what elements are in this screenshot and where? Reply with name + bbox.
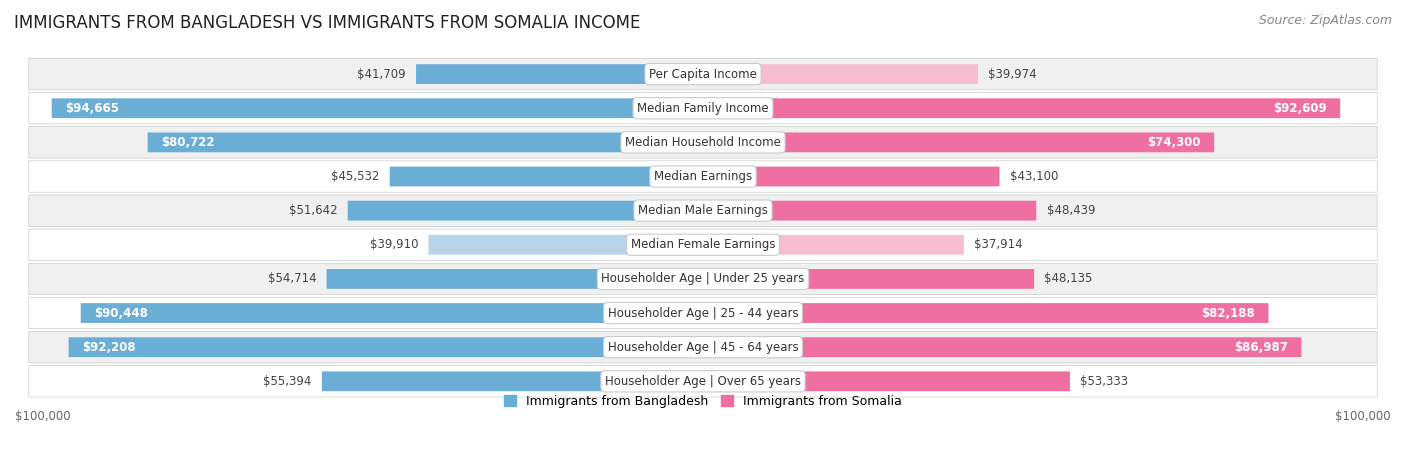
Text: Householder Age | Over 65 years: Householder Age | Over 65 years — [605, 375, 801, 388]
Text: $48,439: $48,439 — [1046, 204, 1095, 217]
Text: $82,188: $82,188 — [1201, 306, 1254, 319]
FancyBboxPatch shape — [703, 99, 1340, 118]
Text: $74,300: $74,300 — [1147, 136, 1201, 149]
Text: Householder Age | 45 - 64 years: Householder Age | 45 - 64 years — [607, 341, 799, 354]
Text: $100,000: $100,000 — [15, 410, 70, 424]
FancyBboxPatch shape — [28, 263, 1378, 295]
FancyBboxPatch shape — [322, 371, 703, 391]
FancyBboxPatch shape — [28, 127, 1378, 158]
FancyBboxPatch shape — [703, 133, 1215, 152]
FancyBboxPatch shape — [28, 58, 1378, 90]
FancyBboxPatch shape — [28, 332, 1378, 363]
FancyBboxPatch shape — [28, 366, 1378, 397]
Text: $45,532: $45,532 — [330, 170, 380, 183]
Text: Source: ZipAtlas.com: Source: ZipAtlas.com — [1258, 14, 1392, 27]
FancyBboxPatch shape — [28, 195, 1378, 226]
Text: Median Male Earnings: Median Male Earnings — [638, 204, 768, 217]
FancyBboxPatch shape — [28, 92, 1378, 124]
Text: Median Family Income: Median Family Income — [637, 102, 769, 115]
FancyBboxPatch shape — [416, 64, 703, 84]
Text: $80,722: $80,722 — [162, 136, 215, 149]
Text: $39,974: $39,974 — [988, 68, 1038, 81]
Text: $48,135: $48,135 — [1045, 272, 1092, 285]
FancyBboxPatch shape — [703, 337, 1302, 357]
Text: Per Capita Income: Per Capita Income — [650, 68, 756, 81]
FancyBboxPatch shape — [28, 229, 1378, 261]
Text: $100,000: $100,000 — [1336, 410, 1391, 424]
FancyBboxPatch shape — [389, 167, 703, 186]
Text: Median Earnings: Median Earnings — [654, 170, 752, 183]
Text: $86,987: $86,987 — [1234, 341, 1288, 354]
Text: $54,714: $54,714 — [267, 272, 316, 285]
Text: Median Household Income: Median Household Income — [626, 136, 780, 149]
Text: IMMIGRANTS FROM BANGLADESH VS IMMIGRANTS FROM SOMALIA INCOME: IMMIGRANTS FROM BANGLADESH VS IMMIGRANTS… — [14, 14, 641, 32]
Text: $41,709: $41,709 — [357, 68, 406, 81]
Text: $53,333: $53,333 — [1080, 375, 1129, 388]
FancyBboxPatch shape — [28, 297, 1378, 329]
FancyBboxPatch shape — [80, 303, 703, 323]
Text: $43,100: $43,100 — [1010, 170, 1059, 183]
Text: $92,208: $92,208 — [83, 341, 136, 354]
FancyBboxPatch shape — [69, 337, 703, 357]
FancyBboxPatch shape — [28, 161, 1378, 192]
Text: Householder Age | Under 25 years: Householder Age | Under 25 years — [602, 272, 804, 285]
Text: Median Female Earnings: Median Female Earnings — [631, 238, 775, 251]
FancyBboxPatch shape — [703, 201, 1036, 220]
FancyBboxPatch shape — [326, 269, 703, 289]
Text: $55,394: $55,394 — [263, 375, 312, 388]
FancyBboxPatch shape — [52, 99, 703, 118]
Text: Householder Age | 25 - 44 years: Householder Age | 25 - 44 years — [607, 306, 799, 319]
Text: $51,642: $51,642 — [288, 204, 337, 217]
Text: $94,665: $94,665 — [66, 102, 120, 115]
FancyBboxPatch shape — [703, 371, 1070, 391]
FancyBboxPatch shape — [429, 235, 703, 255]
FancyBboxPatch shape — [703, 64, 979, 84]
Text: $39,910: $39,910 — [370, 238, 418, 251]
FancyBboxPatch shape — [703, 235, 965, 255]
Text: $92,609: $92,609 — [1272, 102, 1326, 115]
Text: $37,914: $37,914 — [974, 238, 1022, 251]
FancyBboxPatch shape — [703, 269, 1035, 289]
FancyBboxPatch shape — [347, 201, 703, 220]
Text: $90,448: $90,448 — [94, 306, 149, 319]
FancyBboxPatch shape — [703, 303, 1268, 323]
FancyBboxPatch shape — [148, 133, 703, 152]
Legend: Immigrants from Bangladesh, Immigrants from Somalia: Immigrants from Bangladesh, Immigrants f… — [499, 389, 907, 413]
FancyBboxPatch shape — [703, 167, 1000, 186]
